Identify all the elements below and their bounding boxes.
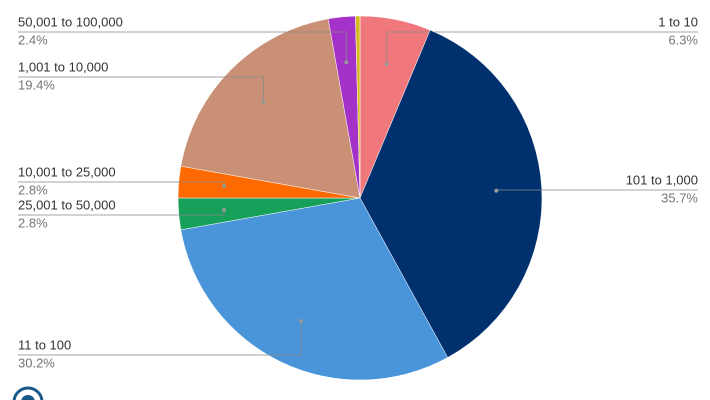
slice-label: 1 to 10 [658,14,698,29]
leader-line [18,31,347,63]
slice-value-label: 2.8% [18,182,48,197]
slice-value-label: 30.2% [18,355,55,370]
pie-slice [180,197,449,381]
slice-value-label: 19.4% [18,77,55,92]
leader-dot [222,184,227,189]
leader-line [18,321,302,356]
slice-value-label: 2.8% [18,215,48,230]
slice-label: 50,001 to 100,000 [18,14,123,29]
leader-dot [299,319,304,324]
leader-dot [261,99,266,104]
leader-dot [222,207,227,212]
leader-dot [344,60,349,65]
leader-dot [384,62,389,67]
slice-value-label: 35.7% [661,190,698,205]
leader-line [18,76,264,102]
slice-value-label: 2.4% [18,32,48,47]
pie-slice [359,29,543,358]
leader-dot [494,188,499,193]
slice-value-label: 6.3% [668,32,698,47]
slice-label: 1,001 to 10,000 [18,59,108,74]
pie-slice [355,15,361,199]
slice-label: 101 to 1,000 [626,172,698,187]
slice-label: 25,001 to 50,000 [18,197,116,212]
leader-line [386,31,698,65]
pie-slice [180,18,361,199]
slice-label: 11 to 100 [18,337,71,352]
slice-label: 10,001 to 25,000 [18,164,116,179]
logo [12,386,44,400]
